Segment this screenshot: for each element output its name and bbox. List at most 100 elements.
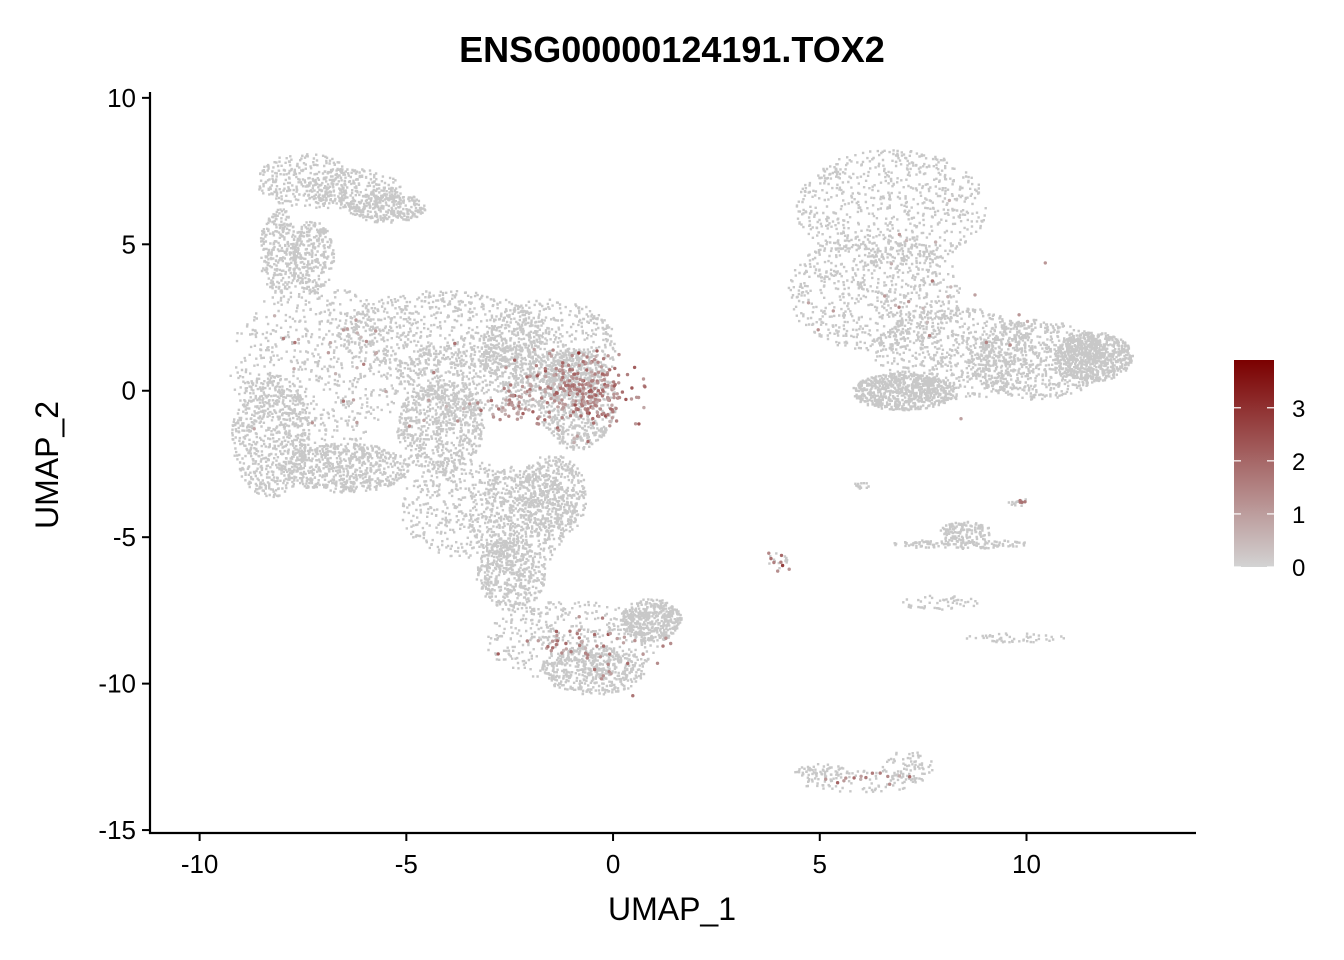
expressing-cell-point bbox=[539, 396, 544, 400]
expressing-cell-point bbox=[585, 355, 589, 359]
expressing-cell-point bbox=[509, 394, 513, 398]
expressing-cell-point bbox=[581, 395, 585, 399]
expressing-cell-point bbox=[549, 396, 553, 401]
expressing-cell-point bbox=[626, 661, 630, 666]
expressing-cell-point bbox=[561, 405, 566, 410]
expressing-cell-point bbox=[362, 362, 366, 366]
expressing-cell-point bbox=[476, 401, 480, 405]
expressing-cell-point bbox=[548, 415, 552, 419]
expressing-cell-point bbox=[554, 367, 558, 371]
expressing-cell-point bbox=[579, 414, 583, 418]
expressing-cell-point bbox=[272, 314, 277, 318]
expressing-cell-point bbox=[594, 354, 598, 359]
expressing-cell-point bbox=[779, 560, 783, 564]
expressing-cell-point bbox=[543, 366, 547, 371]
expressing-cell-point bbox=[572, 436, 576, 440]
expressing-cell-point bbox=[664, 636, 668, 640]
expressing-cell-point bbox=[456, 419, 460, 423]
expressing-cell-point bbox=[864, 775, 868, 780]
expressing-cell-point bbox=[630, 386, 634, 390]
expressing-cell-point bbox=[595, 410, 600, 415]
expressing-cell-point bbox=[570, 368, 575, 372]
expressing-cell-point bbox=[806, 301, 811, 305]
expressing-cell-point bbox=[571, 376, 575, 380]
expressing-cell-point bbox=[525, 375, 529, 379]
expressing-cell-point bbox=[592, 358, 597, 362]
expressing-cell-point bbox=[535, 374, 539, 378]
expressing-cell-point bbox=[587, 381, 591, 385]
expressing-cell-point bbox=[593, 403, 597, 407]
expressing-cell-point bbox=[946, 295, 950, 299]
expressing-cell-point bbox=[824, 777, 828, 781]
expressing-cell-point bbox=[589, 370, 594, 374]
expressing-cell-point bbox=[407, 424, 412, 428]
expressing-cell-point bbox=[602, 411, 606, 416]
expressing-cell-point bbox=[608, 424, 612, 428]
expressing-cell-point bbox=[569, 391, 573, 396]
expressing-cell-point bbox=[333, 372, 338, 376]
expressing-cell-point bbox=[580, 383, 584, 387]
expressing-cell-point bbox=[573, 403, 577, 407]
expressing-cell-point bbox=[930, 279, 935, 283]
expressing-cell-point bbox=[870, 771, 875, 775]
expressing-cell-point bbox=[554, 629, 559, 634]
expressing-cell-point bbox=[564, 641, 568, 646]
expressing-cell-point bbox=[886, 774, 890, 779]
expressing-cell-point bbox=[453, 341, 457, 346]
expressing-cell-point bbox=[636, 395, 641, 400]
expressing-cell-point bbox=[562, 381, 567, 385]
expressing-cell-point bbox=[528, 390, 532, 394]
expressing-cell-point bbox=[581, 392, 585, 396]
expressing-cell-point bbox=[560, 651, 564, 655]
expressing-cell-point bbox=[564, 647, 568, 651]
expressing-cell-point bbox=[859, 777, 863, 781]
expressing-cell-point bbox=[641, 652, 645, 656]
expressing-cell-point bbox=[551, 348, 555, 352]
expressing-cell-point bbox=[569, 650, 573, 654]
cell-points bbox=[229, 149, 1134, 794]
expressing-cell-point bbox=[551, 646, 555, 650]
expressing-cell-point bbox=[570, 353, 574, 358]
expressing-cell-point bbox=[525, 639, 529, 643]
color-legend: 0 1 2 3 bbox=[1234, 360, 1305, 582]
expressing-cell-point bbox=[1043, 261, 1048, 265]
expressing-cell-point bbox=[561, 648, 566, 653]
expressing-cell-point bbox=[608, 631, 612, 636]
expressing-cell-point bbox=[589, 388, 593, 392]
expressing-cell-point bbox=[835, 781, 840, 785]
expressing-cell-point bbox=[557, 428, 561, 432]
expressing-cell-point bbox=[560, 416, 564, 420]
expressing-cell-point bbox=[606, 662, 610, 666]
y-axis-title: UMAP_2 bbox=[29, 401, 65, 529]
expressing-cell-point bbox=[615, 392, 619, 396]
expressing-cell-point bbox=[575, 434, 579, 438]
expressing-cell-point bbox=[534, 364, 539, 368]
expressing-cell-point bbox=[532, 347, 536, 351]
expressing-cell-point bbox=[507, 414, 511, 418]
expressing-cell-point bbox=[590, 373, 594, 378]
expressing-cell-point bbox=[577, 363, 581, 368]
expressing-cell-point bbox=[605, 373, 609, 377]
expressing-cell-point bbox=[528, 374, 532, 378]
expressing-cell-point bbox=[583, 646, 588, 650]
expressing-cell-point bbox=[608, 419, 612, 424]
expressing-cell-point bbox=[566, 383, 570, 387]
expressing-cell-point bbox=[571, 410, 576, 414]
expressing-cell-point bbox=[613, 366, 617, 371]
expressing-cell-point bbox=[554, 391, 559, 395]
expressing-cell-point bbox=[572, 440, 576, 445]
expressing-cell-point bbox=[606, 383, 610, 388]
expressing-cell-point bbox=[427, 398, 431, 402]
expressing-cell-point bbox=[578, 643, 582, 648]
expressing-cell-point bbox=[374, 351, 379, 355]
expressing-cell-point bbox=[600, 394, 605, 398]
expressing-cell-point bbox=[567, 386, 572, 391]
expressing-cell-point bbox=[497, 407, 501, 411]
expressing-cell-point bbox=[589, 361, 593, 365]
expressing-cell-point bbox=[523, 390, 527, 394]
expressing-cell-point bbox=[547, 410, 551, 414]
expressing-cell-point bbox=[555, 639, 560, 643]
expressing-cell-point bbox=[422, 418, 426, 423]
expressing-cell-point bbox=[612, 384, 616, 388]
